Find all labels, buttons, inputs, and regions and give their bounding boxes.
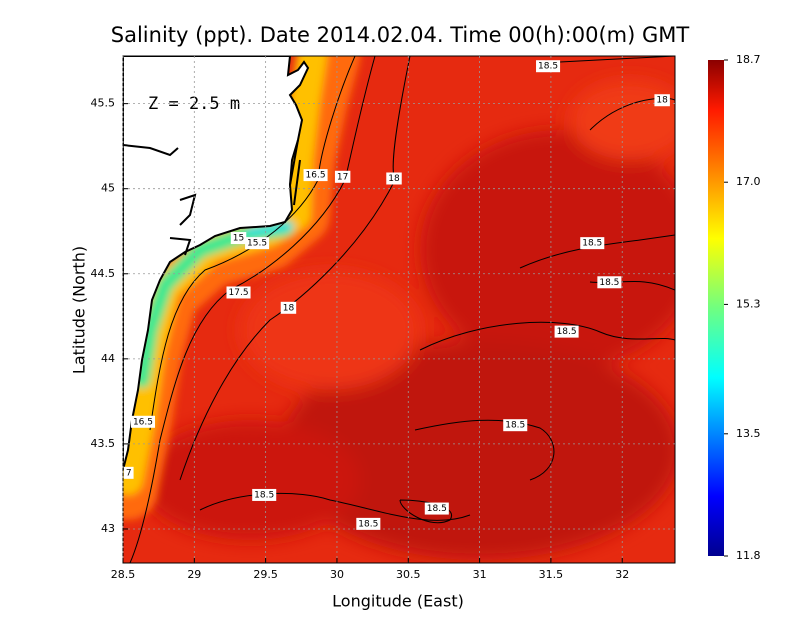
colorbar-label: 18.7: [736, 53, 761, 66]
contour-label-box: [123, 466, 134, 479]
contour-label: 18.5: [505, 421, 525, 431]
contour-label-box: [580, 237, 605, 250]
contour-label-box: [654, 94, 670, 107]
contour-label: 18: [388, 174, 400, 184]
colorbar-label: 15.3: [736, 297, 761, 310]
colorbar: [708, 60, 724, 556]
contour-label-box: [252, 488, 277, 501]
y-axis-title: Latitude (North): [70, 246, 89, 374]
contour-label: 18.5: [538, 62, 558, 72]
plot-frame: [122, 55, 676, 564]
x-tick-label: 31.5: [539, 568, 564, 581]
y-tick-label: 44: [101, 352, 115, 365]
x-axis-title: Longitude (East): [332, 592, 464, 611]
contour-label: 15.5: [247, 239, 267, 249]
colorbar-label: 17.0: [736, 175, 761, 188]
contour-label-box: [503, 419, 528, 432]
contour-label: 15: [233, 234, 244, 244]
contour-label: 18.5: [358, 519, 378, 529]
contour-label: 17.5: [229, 288, 249, 298]
x-tick-label: 31: [473, 568, 487, 581]
contour-label-box: [554, 325, 579, 338]
x-tick-label: 28.5: [111, 568, 136, 581]
contour-label: 7: [126, 468, 132, 478]
x-tick-label: 30: [330, 568, 344, 581]
x-tick-label: 32: [615, 568, 629, 581]
colorbar-label: 13.5: [736, 427, 761, 440]
contour-label-box: [597, 276, 622, 289]
contour-label-box: [386, 172, 402, 185]
contour-label: 16.5: [306, 171, 326, 181]
y-tick-label: 43: [101, 522, 115, 535]
y-tick-label: 43.5: [91, 437, 116, 450]
contour-label: 18: [283, 303, 295, 313]
contour-label-box: [130, 415, 155, 428]
contour-label-box: [245, 237, 270, 250]
contour-label-box: [356, 517, 381, 530]
contour-label-box: [303, 169, 328, 182]
contour-label-box: [536, 60, 561, 73]
contour-label: 18.5: [557, 327, 577, 337]
x-tick-label: 29.5: [253, 568, 278, 581]
contour-label-box: [226, 286, 251, 299]
y-tick-label: 45: [101, 182, 115, 195]
contour-label: 18: [656, 96, 668, 106]
contour-label: 17: [337, 172, 348, 182]
contour-label-box: [280, 301, 297, 314]
field: [123, 56, 675, 563]
contour-label-box: [334, 170, 351, 183]
contour-label: 18.5: [599, 278, 619, 288]
y-tick-label: 44.5: [91, 267, 116, 280]
colorbar-label: 11.8: [736, 549, 761, 562]
chart-title: Salinity (ppt). Date 2014.02.04. Time 00…: [111, 23, 690, 47]
contour-label: 16.5: [133, 417, 153, 427]
contour-label: 18.5: [427, 504, 447, 514]
contour-label: 18.5: [254, 490, 274, 500]
x-tick-label: 30.5: [396, 568, 421, 581]
x-tick-label: 29: [187, 568, 201, 581]
contour-label: 18.5: [582, 239, 602, 249]
contour-label-box: [230, 232, 247, 245]
y-tick-label: 45.5: [91, 97, 116, 110]
contour-label-box: [424, 502, 449, 515]
